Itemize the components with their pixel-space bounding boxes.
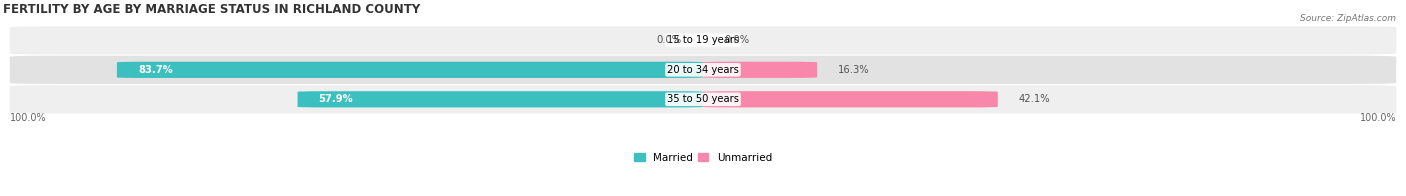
FancyBboxPatch shape (117, 62, 703, 78)
FancyBboxPatch shape (10, 56, 1396, 84)
Text: FERTILITY BY AGE BY MARRIAGE STATUS IN RICHLAND COUNTY: FERTILITY BY AGE BY MARRIAGE STATUS IN R… (3, 3, 420, 16)
Text: 83.7%: 83.7% (138, 65, 173, 75)
Text: 57.9%: 57.9% (319, 94, 353, 104)
FancyBboxPatch shape (10, 26, 1396, 54)
Text: 35 to 50 years: 35 to 50 years (666, 94, 740, 104)
Text: 0.0%: 0.0% (724, 35, 749, 45)
Text: 0.0%: 0.0% (657, 35, 682, 45)
Text: 20 to 34 years: 20 to 34 years (666, 65, 740, 75)
Text: Source: ZipAtlas.com: Source: ZipAtlas.com (1301, 14, 1396, 23)
FancyBboxPatch shape (298, 91, 703, 107)
Text: 100.0%: 100.0% (10, 113, 46, 122)
Text: 42.1%: 42.1% (1019, 94, 1050, 104)
Legend: Married, Unmarried: Married, Unmarried (630, 149, 776, 167)
Text: 16.3%: 16.3% (838, 65, 870, 75)
Text: 15 to 19 years: 15 to 19 years (666, 35, 740, 45)
FancyBboxPatch shape (703, 62, 817, 78)
FancyBboxPatch shape (703, 91, 998, 107)
Text: 100.0%: 100.0% (1360, 113, 1396, 122)
FancyBboxPatch shape (10, 85, 1396, 113)
